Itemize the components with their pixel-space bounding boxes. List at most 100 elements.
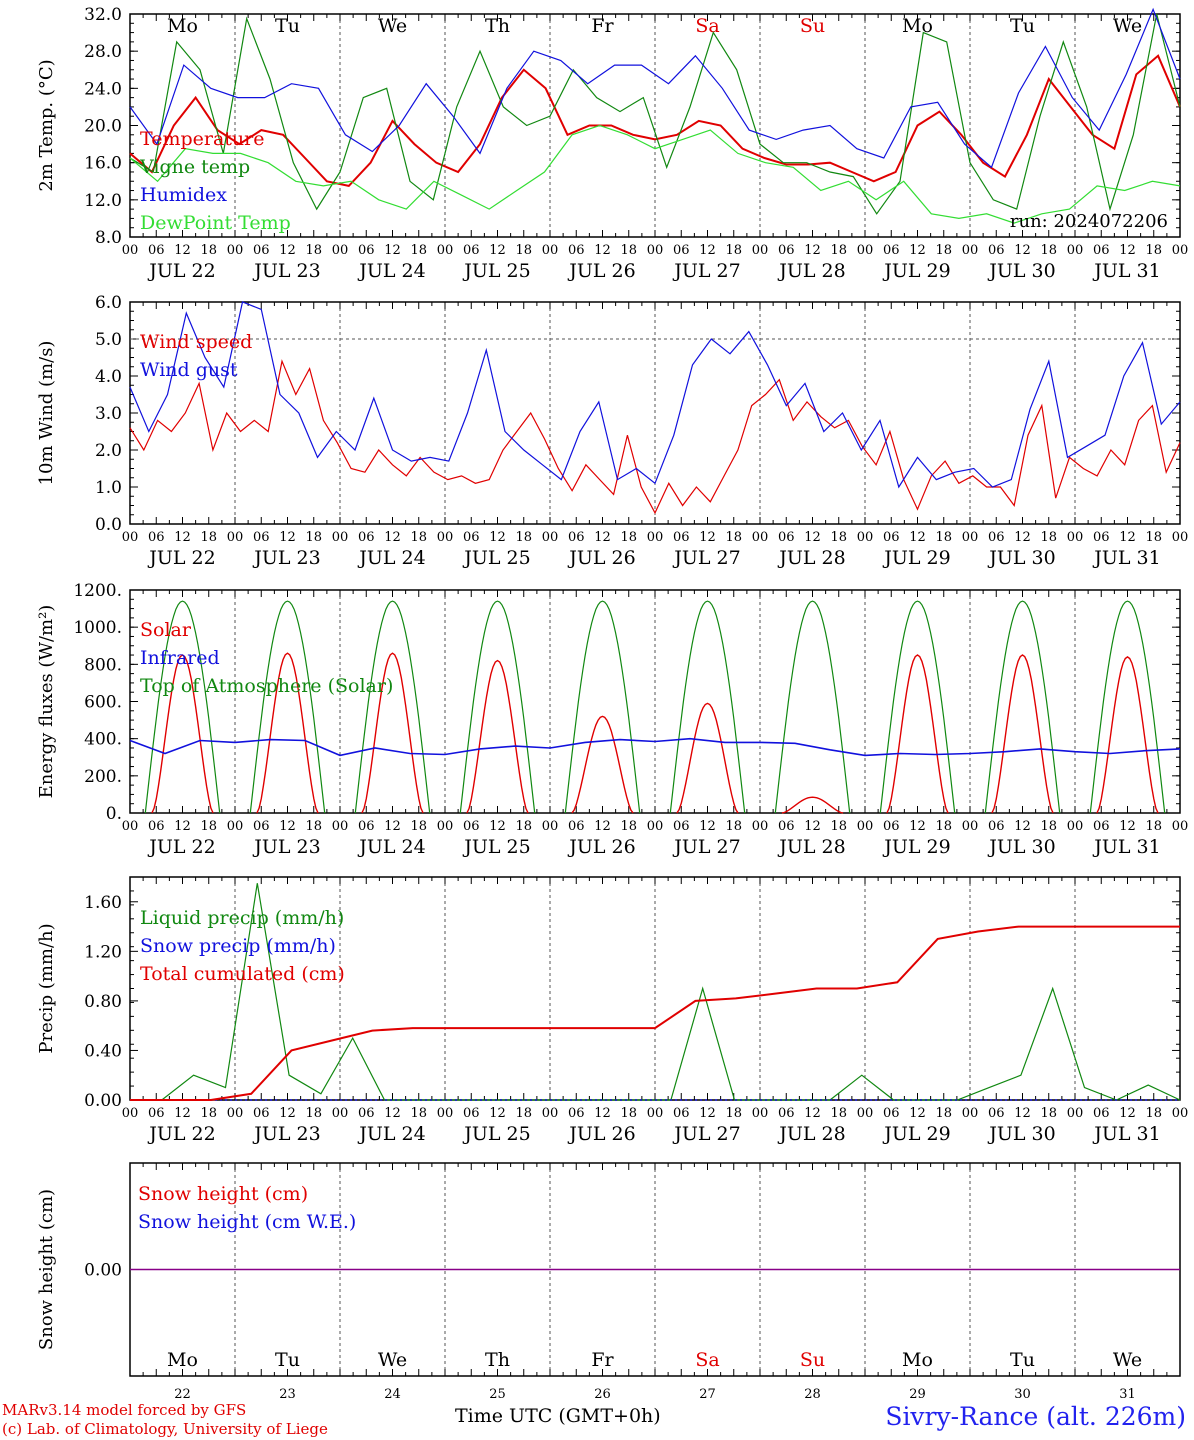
legend-entry: Infrared: [140, 647, 220, 669]
hour-tick-label: 06: [1093, 819, 1110, 834]
day-number-label: 24: [384, 1387, 401, 1402]
hour-tick-label: 12: [699, 819, 716, 834]
hour-tick-label: 18: [515, 1106, 532, 1121]
panel-frame: [129, 589, 1181, 814]
hour-tick-label: 06: [148, 819, 165, 834]
hour-tick-label: 06: [883, 819, 900, 834]
y-axis-label: 2m Temp. (°C): [36, 59, 57, 191]
hour-tick-label: 18: [200, 530, 217, 545]
hour-tick-label: 06: [463, 530, 480, 545]
date-label: JUL 22: [147, 836, 215, 858]
date-label: JUL 22: [147, 260, 215, 282]
date-label: JUL 25: [462, 547, 530, 569]
hour-tick-label: 00: [332, 819, 349, 834]
hour-tick-label: 06: [463, 819, 480, 834]
hour-tick-label: 12: [489, 1106, 506, 1121]
model-credit: MARv3.14 model forced by GFS: [2, 1401, 247, 1419]
hour-tick-label: 18: [410, 1106, 427, 1121]
date-label: JUL 23: [252, 547, 320, 569]
y-tick-label: 6.0: [95, 293, 122, 313]
hour-tick-label: 00: [962, 243, 979, 258]
panel-5: 0.00 Snow height (cm) Mo 22 Tu 23 We 24 Th 25 Fr 26…: [36, 1162, 1181, 1402]
hour-tick-label: 06: [253, 1106, 270, 1121]
hour-tick-label: 00: [122, 530, 139, 545]
y-tick-label: 400.: [84, 730, 122, 750]
series-line-red: [466, 659, 529, 814]
series-line-green: [879, 600, 956, 814]
date-label: JUL 26: [567, 836, 635, 858]
day-abbr-label: Mo: [167, 15, 198, 37]
series-line-red: [151, 654, 214, 814]
hour-tick-label: 18: [200, 243, 217, 258]
hour-tick-label: 06: [148, 243, 165, 258]
hour-tick-label: 12: [594, 1106, 611, 1121]
hour-tick-label: 00: [227, 243, 244, 258]
hour-tick-label: 18: [1040, 1106, 1057, 1121]
hour-tick-label: 18: [1040, 819, 1057, 834]
hour-tick-label: 18: [620, 243, 637, 258]
hour-tick-label: 12: [279, 1106, 296, 1121]
date-label: JUL 29: [882, 1123, 950, 1145]
hour-tick-label: 12: [804, 530, 821, 545]
legend-entry: Vigne temp: [139, 156, 250, 178]
date-label: JUL 24: [357, 547, 425, 569]
series-line-green: [984, 600, 1061, 814]
hour-tick-label: 06: [778, 243, 795, 258]
legend-entry: Liquid precip (mm/h): [140, 907, 344, 929]
hour-tick-label: 12: [594, 530, 611, 545]
series-line-green: [1089, 600, 1166, 814]
hour-tick-label: 00: [1172, 1106, 1189, 1121]
day-number-label: 27: [699, 1387, 716, 1402]
date-label: JUL 31: [1092, 260, 1160, 282]
hour-tick-label: 12: [174, 819, 191, 834]
hour-tick-label: 12: [699, 530, 716, 545]
day-abbr-label: Fr: [591, 1349, 614, 1371]
hour-tick-label: 00: [1067, 530, 1084, 545]
series-line-green: [564, 600, 641, 814]
day-abbr-label: Sa: [695, 1349, 719, 1371]
hour-tick-label: 06: [148, 1106, 165, 1121]
legend-entry: Humidex: [140, 184, 227, 206]
legend-entry: Top of Atmosphere (Solar): [140, 675, 393, 697]
hour-tick-label: 00: [437, 243, 454, 258]
hour-tick-label: 00: [1172, 819, 1189, 834]
y-tick-label: 0.: [106, 804, 122, 824]
hour-tick-label: 00: [332, 1106, 349, 1121]
series-line-red: [571, 715, 634, 814]
legend-entry: Wind gust: [140, 359, 238, 381]
hour-tick-label: 18: [305, 819, 322, 834]
y-tick-label: 20.0: [84, 117, 122, 137]
hour-tick-label: 00: [542, 243, 559, 258]
hour-tick-label: 18: [410, 819, 427, 834]
hour-tick-label: 00: [227, 530, 244, 545]
hour-tick-label: 06: [673, 530, 690, 545]
hour-tick-label: 00: [332, 243, 349, 258]
date-label: JUL 22: [147, 547, 215, 569]
date-label: JUL 26: [567, 547, 635, 569]
hour-tick-label: 12: [1014, 819, 1031, 834]
hour-tick-label: 18: [935, 1106, 952, 1121]
hour-tick-label: 18: [515, 819, 532, 834]
legend-entry: Wind speed: [140, 331, 252, 353]
day-number-label: 22: [174, 1387, 191, 1402]
hour-tick-label: 18: [830, 819, 847, 834]
hour-tick-label: 12: [174, 243, 191, 258]
hour-tick-label: 18: [1145, 819, 1162, 834]
hour-tick-label: 06: [463, 243, 480, 258]
hour-tick-label: 18: [305, 243, 322, 258]
day-abbr-label: We: [378, 1349, 407, 1371]
hour-tick-label: 12: [384, 1106, 401, 1121]
x-axis-label: Time UTC (GMT+0h): [455, 1405, 661, 1427]
y-tick-label: 800.: [84, 655, 122, 675]
hour-tick-label: 12: [174, 1106, 191, 1121]
date-label: JUL 30: [987, 260, 1055, 282]
y-axis-label: Precip (mm/h): [36, 923, 57, 1053]
date-label: JUL 27: [672, 547, 740, 569]
date-label: JUL 29: [882, 836, 950, 858]
date-label: JUL 30: [987, 1123, 1055, 1145]
hour-tick-label: 18: [830, 243, 847, 258]
hour-tick-label: 18: [305, 1106, 322, 1121]
hour-tick-label: 06: [253, 819, 270, 834]
day-abbr-label: Mo: [902, 1349, 933, 1371]
